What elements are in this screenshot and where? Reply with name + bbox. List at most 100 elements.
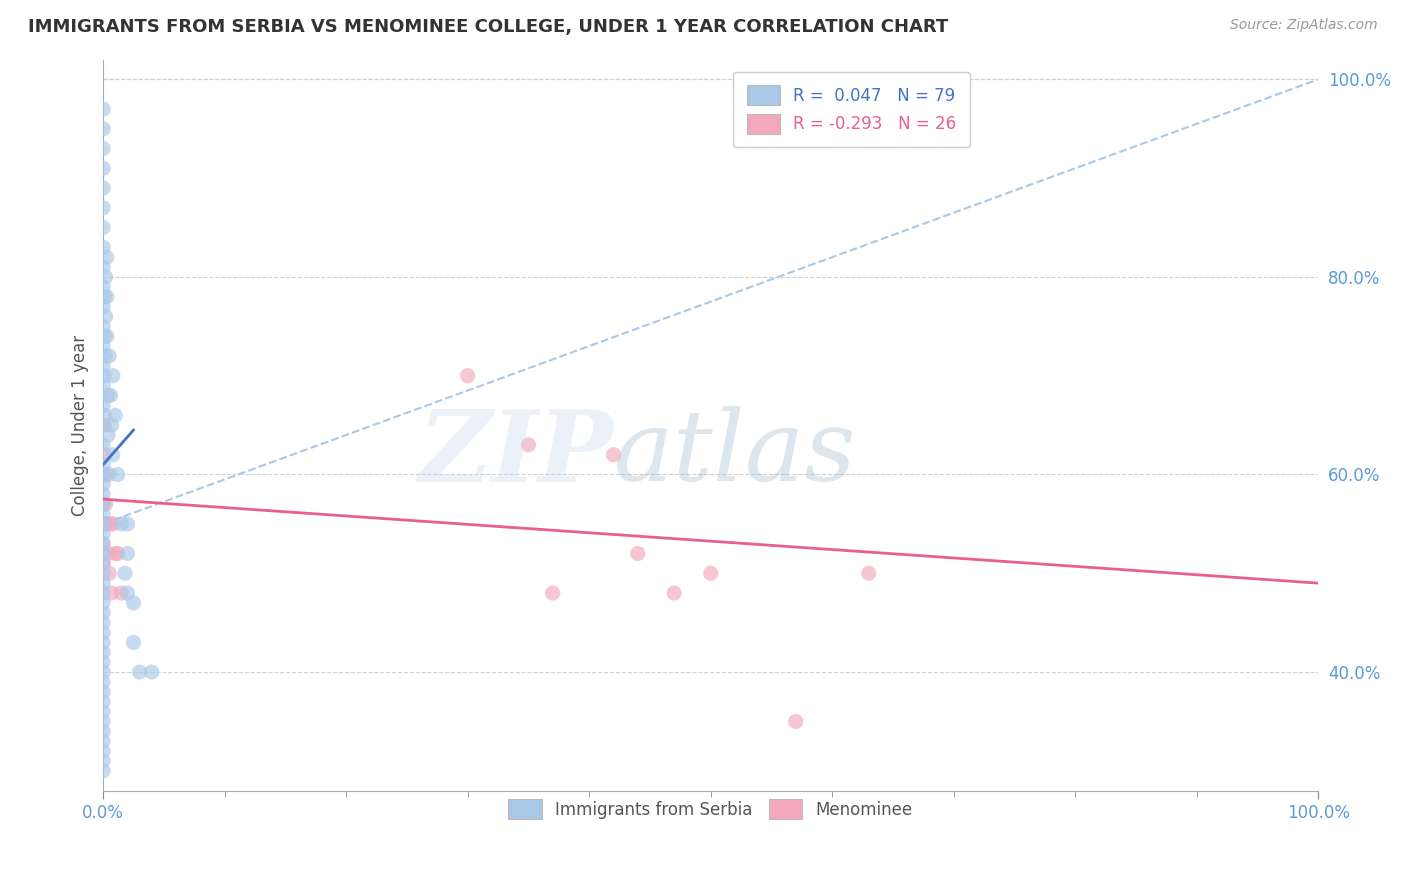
Point [94, 310, 117, 324]
Point [91, 596, 114, 610]
Point [785, 714, 807, 729]
Point [91, 685, 114, 699]
Point [117, 516, 139, 531]
Point [541, 586, 564, 600]
Point [91, 260, 114, 274]
Point [91, 240, 114, 254]
Point [91, 359, 114, 373]
Point [107, 547, 129, 561]
Point [91, 516, 114, 531]
Point [91, 606, 114, 620]
Point [100, 516, 122, 531]
Point [94, 269, 117, 284]
Point [101, 448, 124, 462]
Point [93, 418, 115, 433]
Point [110, 586, 132, 600]
Point [117, 547, 139, 561]
Point [114, 566, 136, 581]
Point [91, 319, 114, 334]
Point [93, 448, 115, 462]
Point [96, 516, 118, 531]
Y-axis label: College, Under 1 year: College, Under 1 year [72, 334, 89, 516]
Point [94, 349, 117, 363]
Point [627, 547, 650, 561]
Point [107, 467, 129, 482]
Point [91, 526, 114, 541]
Point [141, 665, 163, 679]
Point [104, 547, 127, 561]
Point [91, 497, 114, 511]
Point [91, 516, 114, 531]
Point [91, 754, 114, 768]
Point [128, 665, 150, 679]
Point [91, 547, 114, 561]
Point [91, 378, 114, 392]
Point [93, 290, 115, 304]
Text: atlas: atlas [613, 407, 856, 502]
Point [93, 408, 115, 422]
Point [93, 329, 115, 343]
Point [100, 586, 122, 600]
Point [858, 566, 880, 581]
Text: IMMIGRANTS FROM SERBIA VS MENOMINEE COLLEGE, UNDER 1 YEAR CORRELATION CHART: IMMIGRANTS FROM SERBIA VS MENOMINEE COLL… [28, 18, 949, 36]
Point [98, 566, 121, 581]
Point [91, 161, 114, 176]
Point [91, 477, 114, 491]
Point [91, 586, 114, 600]
Point [91, 507, 114, 521]
Point [91, 724, 114, 739]
Point [91, 220, 114, 235]
Point [91, 695, 114, 709]
Point [91, 566, 114, 581]
Point [91, 557, 114, 571]
Point [93, 368, 115, 383]
Point [98, 467, 121, 482]
Point [91, 181, 114, 195]
Point [91, 705, 114, 719]
Point [91, 536, 114, 550]
Point [91, 655, 114, 669]
Point [91, 576, 114, 591]
Point [96, 290, 118, 304]
Point [91, 141, 114, 155]
Point [91, 280, 114, 294]
Point [91, 635, 114, 649]
Point [97, 388, 120, 402]
Point [91, 497, 114, 511]
Point [91, 625, 114, 640]
Point [110, 516, 132, 531]
Point [91, 536, 114, 550]
Point [96, 329, 118, 343]
Point [91, 458, 114, 472]
Point [91, 487, 114, 501]
Point [699, 566, 721, 581]
Point [104, 408, 127, 422]
Point [117, 586, 139, 600]
Point [91, 418, 114, 433]
Point [91, 615, 114, 630]
Legend: Immigrants from Serbia, Menominee: Immigrants from Serbia, Menominee [502, 792, 920, 826]
Point [100, 418, 122, 433]
Point [97, 428, 120, 442]
Point [91, 734, 114, 748]
Point [91, 201, 114, 215]
Point [91, 764, 114, 778]
Point [91, 645, 114, 659]
Text: Source: ZipAtlas.com: Source: ZipAtlas.com [1230, 18, 1378, 32]
Point [91, 714, 114, 729]
Point [101, 516, 124, 531]
Point [664, 586, 686, 600]
Point [91, 300, 114, 314]
Point [94, 497, 117, 511]
Point [91, 557, 114, 571]
Point [100, 388, 122, 402]
Point [457, 368, 479, 383]
Point [94, 467, 117, 482]
Point [96, 250, 118, 264]
Text: ZIP: ZIP [419, 406, 613, 502]
Point [91, 121, 114, 136]
Point [91, 102, 114, 116]
Point [91, 675, 114, 690]
Point [91, 467, 114, 482]
Point [101, 368, 124, 383]
